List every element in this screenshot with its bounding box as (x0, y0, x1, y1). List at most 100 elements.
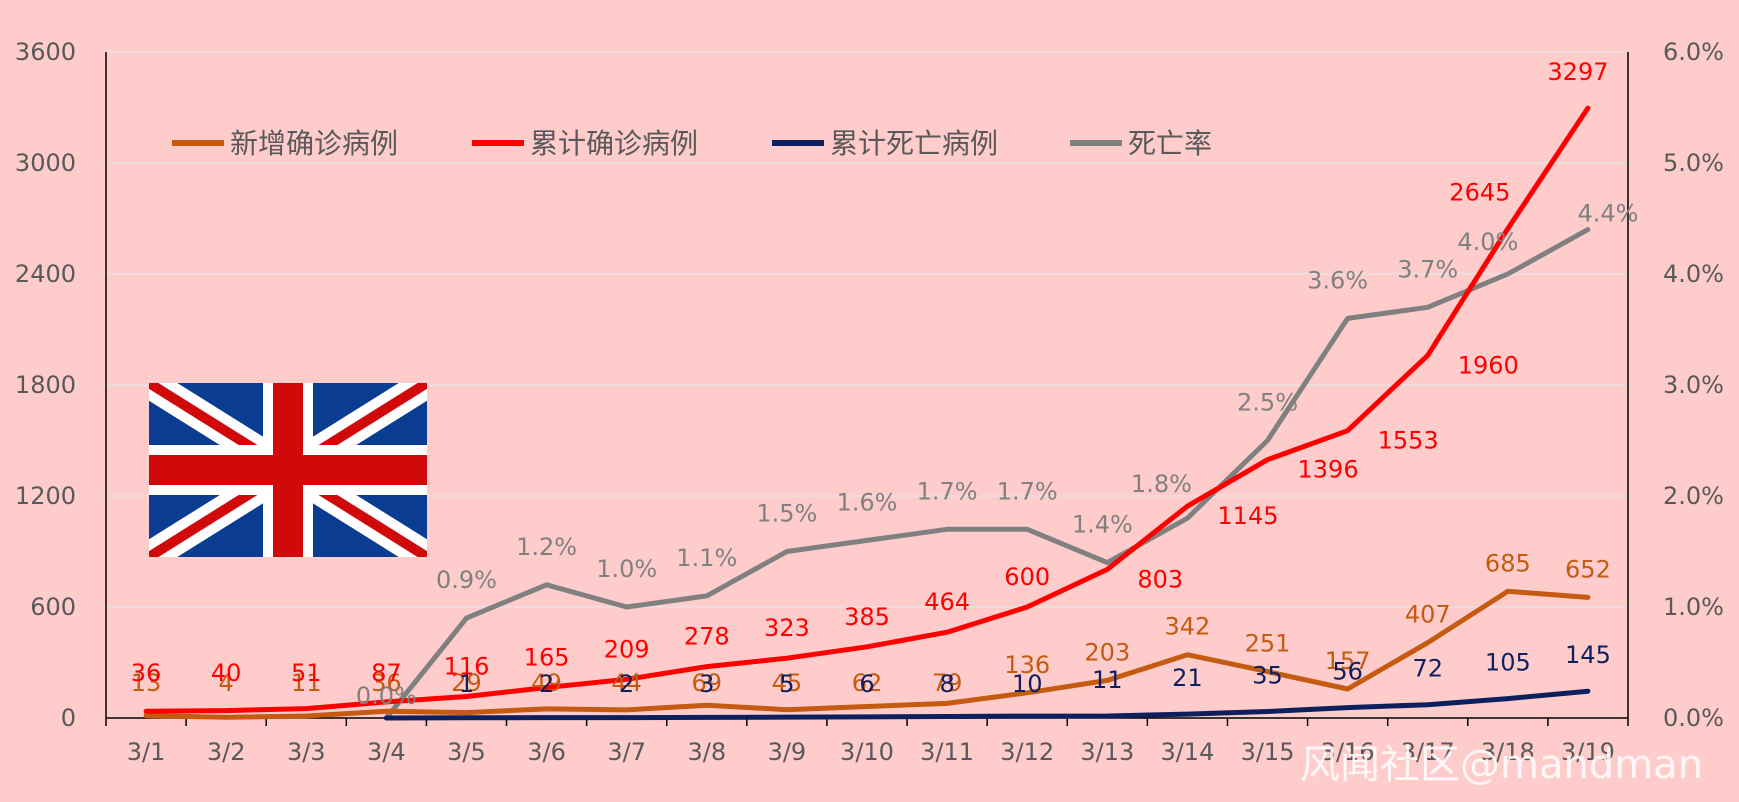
cumulative-deaths-line (383, 688, 1591, 721)
x-tick-label: 3/12 (1000, 738, 1054, 766)
new-cases-label: 79 (932, 669, 963, 697)
cumulative-cases-label: 165 (524, 643, 570, 671)
death-rate-label: 0.9% (436, 566, 497, 594)
death-rate-label: 0.0% (356, 682, 417, 710)
death-rate-label: 1.4% (1072, 511, 1133, 539)
x-tick-label: 3/1 (127, 738, 166, 766)
x-tick-label: 3/15 (1241, 738, 1295, 766)
death-rate-label: 4.0% (1457, 228, 1518, 256)
new-cases-label: 4 (219, 669, 234, 697)
x-tick-label: 3/7 (607, 738, 646, 766)
cumulative-cases-label: 464 (924, 588, 970, 616)
x-tick-label: 3/16 (1321, 738, 1375, 766)
legend-label-cumulative-deaths: 累计死亡病例 (830, 127, 998, 160)
cumulative-deaths-label: 35 (1252, 662, 1283, 690)
x-tick-label: 3/17 (1401, 738, 1455, 766)
new-cases-label: 29 (451, 669, 482, 697)
cumulative-cases-label: 36 (131, 659, 162, 687)
cumulative-cases-label: 1960 (1458, 351, 1519, 379)
y-left-tick-label: 1800 (15, 371, 76, 399)
x-tick-label: 3/2 (207, 738, 246, 766)
y-left-tick-label: 3600 (15, 38, 76, 66)
x-tick-label: 3/5 (447, 738, 486, 766)
uk-flag-icon (149, 383, 427, 557)
new-cases-line (143, 588, 1591, 720)
new-cases-label: 69 (692, 669, 723, 697)
x-tick-label: 3/6 (527, 738, 566, 766)
cumulative-cases-label: 803 (1137, 565, 1183, 593)
cumulative-deaths-label: 21 (1172, 664, 1203, 692)
cumulative-deaths-label: 72 (1412, 655, 1443, 683)
cumulative-deaths-label: 6 (859, 670, 874, 698)
y-right-tick-label: 5.0% (1663, 149, 1724, 177)
death-rate-label: 1.2% (516, 533, 577, 561)
death-rate-label: 1.8% (1131, 470, 1192, 498)
x-tick-label: 3/14 (1160, 738, 1214, 766)
y-right-tick-label: 6.0% (1663, 38, 1724, 66)
cumulative-cases-label: 40 (211, 659, 242, 687)
y-left-tick-label: 0 (61, 704, 76, 732)
cumulative-deaths-label: 2 (539, 670, 554, 698)
cumulative-deaths-label: 5 (779, 670, 794, 698)
watermark: 风闻社区@mandman (1300, 742, 1703, 788)
cumulative-cases-label: 51 (291, 659, 322, 687)
death-rate-line (383, 227, 1591, 721)
x-tick-label: 3/13 (1080, 738, 1134, 766)
cumulative-deaths-label: 1 (459, 670, 474, 698)
new-cases-label: 11 (291, 669, 322, 697)
cumulative-deaths-label: 8 (939, 670, 954, 698)
cumulative-cases-label: 2645 (1449, 179, 1510, 207)
new-cases-label: 203 (1084, 638, 1130, 666)
legend-label-new-cases: 新增确诊病例 (230, 127, 398, 160)
y-right-tick-label: 4.0% (1663, 260, 1724, 288)
new-cases-label: 36 (371, 669, 402, 697)
cumulative-deaths-label: 56 (1332, 658, 1363, 686)
new-cases-label: 62 (852, 669, 883, 697)
new-cases-label: 652 (1565, 555, 1611, 583)
axes: 0600120018002400300036000.0%1.0%2.0%3.0%… (15, 38, 1724, 766)
cumulative-deaths-label: 2 (619, 670, 634, 698)
x-tick-label: 3/9 (768, 738, 807, 766)
new-cases-label: 45 (772, 669, 803, 697)
new-cases-label: 685 (1485, 549, 1531, 577)
death-rate-label: 1.7% (997, 477, 1058, 505)
cumulative-deaths-label: 105 (1485, 649, 1531, 677)
y-right-tick-label: 3.0% (1663, 371, 1724, 399)
death-rate-label: 1.0% (596, 555, 657, 583)
x-tick-label: 3/10 (840, 738, 894, 766)
y-left-tick-label: 1200 (15, 482, 76, 510)
cumulative-deaths-label: 10 (1012, 670, 1043, 698)
legend: 新增确诊病例 累计确诊病例 累计死亡病例 死亡率 (172, 127, 1212, 160)
death-rate-label: 1.5% (756, 500, 817, 528)
y-right-tick-label: 2.0% (1663, 482, 1724, 510)
new-cases-label: 251 (1245, 630, 1291, 658)
cumulative-deaths-label: 11 (1092, 666, 1123, 694)
y-right-tick-label: 0.0% (1663, 704, 1724, 732)
x-tick-label: 3/11 (920, 738, 974, 766)
legend-label-death-rate: 死亡率 (1128, 127, 1212, 160)
x-tick-label: 3/4 (367, 738, 406, 766)
cumulative-cases-label: 1553 (1378, 427, 1439, 455)
death-rate-label: 1.7% (917, 477, 978, 505)
cumulative-cases-label: 3297 (1547, 58, 1608, 86)
cumulative-cases-label: 87 (371, 659, 402, 687)
cumulative-deaths-label: 145 (1565, 641, 1611, 669)
series-lines (143, 105, 1591, 721)
cumulative-cases-label: 278 (684, 623, 730, 651)
cumulative-cases-label: 1145 (1217, 502, 1278, 530)
death-rate-label: 4.4% (1577, 200, 1638, 228)
legend-label-cumulative-cases: 累计确诊病例 (530, 127, 698, 160)
death-rate-label: 2.5% (1237, 389, 1298, 417)
new-cases-label: 157 (1325, 647, 1371, 675)
death-rate-label: 1.6% (837, 488, 898, 516)
cumulative-cases-line (143, 105, 1591, 714)
cumulative-cases-label: 323 (764, 614, 810, 642)
cumulative-cases-label: 385 (844, 603, 890, 631)
x-tick-label: 3/3 (287, 738, 326, 766)
y-left-tick-label: 600 (30, 593, 76, 621)
death-rate-label: 3.7% (1397, 255, 1458, 283)
x-tick-label: 3/19 (1561, 738, 1615, 766)
cumulative-cases-label: 209 (604, 635, 650, 663)
cumulative-cases-label: 1396 (1298, 456, 1359, 484)
